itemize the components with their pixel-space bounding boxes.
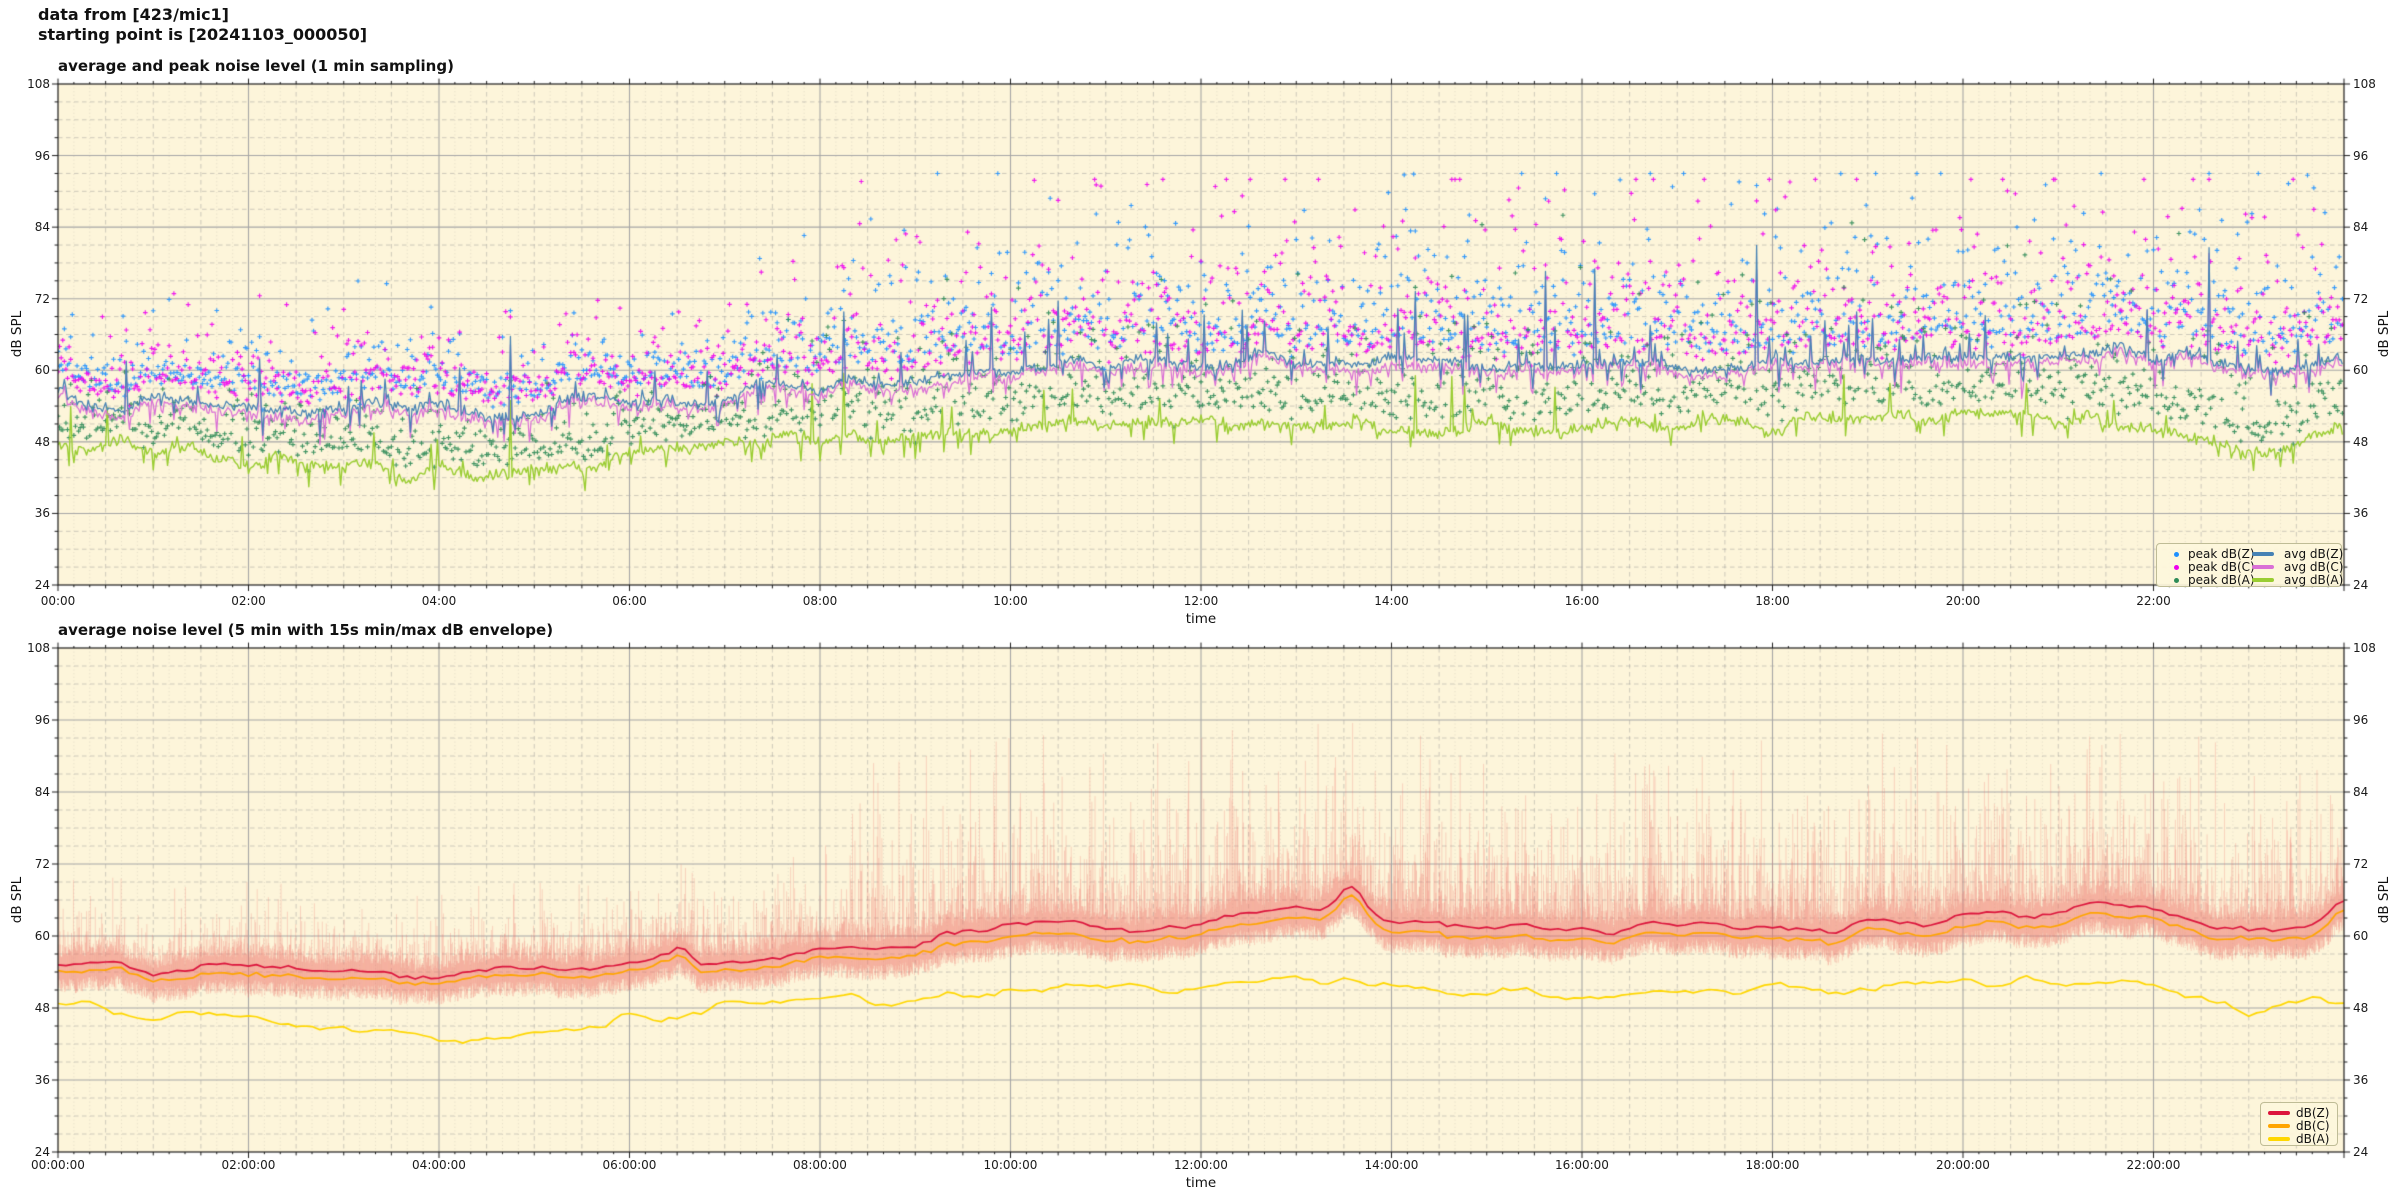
x-tick-label: 12:00:00 [1174, 1158, 1228, 1172]
bottom-chart-legend: dB(Z) dB(C) dB(A) [2260, 1102, 2338, 1146]
dbc-line-icon [2268, 1124, 2290, 1128]
y-tick-label: 48 [34, 1001, 50, 1015]
legend-row: peak dB(Z) avg dB(Z) [2164, 547, 2343, 561]
legend-row: peak dB(A) avg dB(A) [2164, 573, 2343, 587]
x-tick-label: 12:00 [1183, 594, 1219, 608]
x-tick-label: 00:00:00 [31, 1158, 85, 1172]
header-line2: starting point is [20241103_000050] [38, 25, 368, 44]
avg-dba-line-icon [2252, 578, 2274, 582]
y-tick-label-right: 84 [2353, 220, 2369, 235]
peak-dbc-marker-icon [2173, 564, 2179, 570]
y-tick-label: 84 [34, 785, 50, 799]
y-tick-label: 72 [34, 857, 50, 871]
y-tick-label-right: 60 [2353, 929, 2369, 943]
x-tick-label: 18:00:00 [1745, 1158, 1800, 1172]
y-tick-label-right: 48 [2353, 434, 2369, 449]
y-tick-label: 60 [34, 929, 50, 943]
header: data from [423/mic1] starting point is [2… [38, 5, 367, 45]
y-tick-label-right: 36 [2353, 1073, 2369, 1087]
y-tick-label-right: 24 [2353, 1145, 2369, 1159]
y-tick-label: 60 [34, 363, 50, 378]
legend-label-dba: dB(A) [2296, 1132, 2330, 1146]
top-chart-xlabel: time [1185, 611, 1217, 627]
legend-label-avg-dbz: avg dB(Z) [2284, 547, 2344, 561]
y-tick-label: 36 [34, 506, 50, 521]
x-tick-label: 22:00 [2136, 594, 2171, 608]
y-tick-label: 36 [34, 1073, 50, 1087]
x-tick-label: 00:00 [40, 594, 76, 608]
x-tick-label: 06:00 [612, 594, 647, 608]
legend-label-dbc: dB(C) [2296, 1119, 2330, 1133]
dba-line-icon [2268, 1137, 2290, 1141]
y-tick-label: 108 [27, 641, 50, 655]
legend-label-peak-dbc: peak dB(C) [2188, 560, 2255, 574]
legend-row: peak dB(C) avg dB(C) [2164, 560, 2343, 574]
y-tick-label: 84 [34, 220, 50, 235]
x-tick-label: 02:00:00 [221, 1158, 276, 1172]
bottom-chart-xlabel: time [1185, 1175, 1217, 1191]
avg-dbc-line-icon [2252, 565, 2274, 569]
x-tick-label: 14:00 [1374, 594, 1409, 608]
x-tick-label: 04:00:00 [412, 1158, 466, 1172]
dbz-line-icon [2268, 1111, 2290, 1115]
x-tick-label: 18:00 [1755, 594, 1790, 608]
x-tick-label: 16:00 [1564, 594, 1600, 608]
y-tick-label-right: 84 [2353, 785, 2369, 799]
legend-row: dB(A) [2268, 1132, 2330, 1146]
x-tick-label: 14:00:00 [1364, 1158, 1419, 1172]
x-tick-label: 20:00 [1945, 594, 1981, 608]
avg-dbz-line-icon [2252, 552, 2274, 556]
x-tick-label: 08:00 [802, 594, 838, 608]
y-tick-label-right: 72 [2353, 857, 2369, 871]
y-tick-label: 96 [34, 148, 50, 163]
legend-label-avg-dbc: avg dB(C) [2284, 560, 2344, 574]
y-tick-label-right: 48 [2353, 1001, 2369, 1015]
x-tick-label: 04:00 [421, 594, 457, 608]
y-tick-label: 24 [34, 1145, 50, 1159]
peak-dba-marker-icon [2173, 577, 2179, 583]
y-tick-label: 72 [34, 291, 50, 306]
legend-label-peak-dbz: peak dB(Z) [2188, 547, 2255, 561]
top-chart-title: average and peak noise level (1 min samp… [58, 57, 454, 75]
x-tick-label: 16:00:00 [1555, 1158, 1609, 1172]
x-tick-label: 20:00:00 [1936, 1158, 1990, 1172]
y-tick-label-right: 96 [2353, 148, 2369, 163]
legend-row: dB(C) [2268, 1119, 2330, 1133]
legend-row: dB(Z) [2268, 1106, 2330, 1120]
y-tick-label: 96 [34, 713, 50, 727]
y-tick-label-right: 96 [2353, 713, 2369, 727]
top-chart-legend: peak dB(Z) avg dB(Z) peak dB(C) avg dB(C… [2156, 543, 2343, 587]
y-tick-label-right: 108 [2353, 641, 2376, 655]
y-tick-label-right: 36 [2353, 506, 2369, 521]
y-tick-label: 48 [34, 434, 50, 449]
y-tick-label-right: 60 [2353, 363, 2369, 378]
x-tick-label: 06:00:00 [602, 1158, 657, 1172]
x-tick-label: 08:00:00 [793, 1158, 847, 1172]
x-tick-label: 10:00:00 [983, 1158, 1038, 1172]
peak-dbz-marker-icon [2173, 551, 2179, 557]
y-tick-label-right: 72 [2353, 291, 2369, 306]
y-tick-label-right: 108 [2353, 77, 2376, 91]
y-tick-label-right: 24 [2353, 578, 2369, 592]
legend-label-dbz: dB(Z) [2296, 1106, 2330, 1120]
y-tick-label: 24 [34, 578, 50, 592]
legend-label-avg-dba: avg dB(A) [2284, 573, 2344, 587]
x-tick-label: 10:00 [993, 594, 1028, 608]
legend-label-peak-dba: peak dB(A) [2188, 573, 2255, 587]
header-line1: data from [423/mic1] [38, 5, 229, 24]
x-tick-label: 22:00:00 [2126, 1158, 2181, 1172]
bottom-chart-title: average noise level (5 min with 15s min/… [58, 621, 554, 639]
y-tick-label: 108 [27, 77, 50, 91]
x-tick-label: 02:00 [231, 594, 266, 608]
